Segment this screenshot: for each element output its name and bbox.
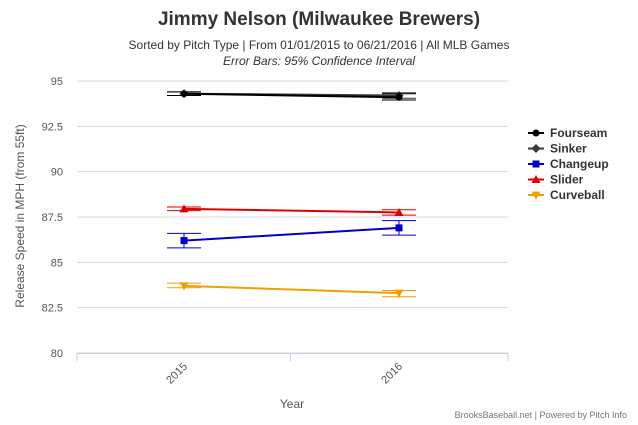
- series-point[interactable]: [180, 90, 188, 98]
- y-tick-label: 95: [51, 76, 63, 88]
- x-tick-label: 2015: [164, 361, 190, 387]
- series-line: [183, 207, 400, 214]
- series-point[interactable]: [179, 282, 189, 291]
- chart-title: Jimmy Nelson (Milwaukee Brewers): [158, 9, 480, 30]
- y-axis-title: Release Speed in MPH (from 55ft): [13, 124, 27, 307]
- series-line: [183, 226, 400, 242]
- series-point[interactable]: [394, 207, 404, 216]
- legend-label: Sinker: [550, 142, 587, 156]
- chart-subtitle: Sorted by Pitch Type | From 01/01/2015 t…: [129, 38, 510, 52]
- series-line: [183, 284, 400, 295]
- legend-marker[interactable]: [532, 129, 540, 137]
- series-point[interactable]: [395, 93, 403, 101]
- legend-marker[interactable]: [531, 175, 541, 183]
- legend-label: Curveball: [550, 188, 605, 202]
- legend-marker[interactable]: [532, 160, 540, 168]
- legend-item-changeup[interactable]: Changeup: [528, 157, 609, 171]
- credits-link[interactable]: BrooksBaseball.net | Powered by Pitch In…: [455, 410, 627, 420]
- series-point[interactable]: [179, 204, 189, 213]
- series-point[interactable]: [180, 237, 188, 245]
- legend-marker[interactable]: [531, 144, 541, 153]
- legend-label: Fourseam: [550, 126, 607, 140]
- chart-subtitle-error-bars: Error Bars: 95% Confidence Interval: [223, 54, 415, 68]
- x-axis-title: Year: [280, 397, 304, 411]
- series-point[interactable]: [395, 224, 403, 232]
- legend-label: Slider: [550, 173, 584, 187]
- series-curveball: [167, 282, 416, 298]
- plot-area: 80 82.5 85 87.5 90 92.5 95 2015 2016: [42, 76, 509, 387]
- y-tick-label: 87.5: [42, 212, 63, 224]
- legend-item-sinker[interactable]: Sinker: [528, 142, 587, 156]
- x-tick-label: 2016: [379, 361, 405, 387]
- y-tick-label: 82.5: [42, 303, 63, 315]
- y-tick-label: 90: [51, 167, 63, 179]
- legend-label: Changeup: [550, 157, 609, 171]
- y-tick-label: 92.5: [42, 121, 63, 133]
- legend-item-slider[interactable]: Slider: [528, 173, 584, 187]
- y-tick-label: 80: [51, 348, 63, 360]
- legend-item-curveball[interactable]: Curveball: [528, 188, 605, 202]
- series-line: [183, 92, 400, 99]
- y-tick-label: 85: [51, 257, 63, 269]
- series-fourseam: [167, 90, 416, 101]
- series-changeup: [167, 220, 416, 249]
- series-point[interactable]: [394, 289, 404, 298]
- series-slider: [167, 204, 416, 216]
- legend-item-fourseam[interactable]: Fourseam: [528, 126, 607, 140]
- legend-marker[interactable]: [531, 191, 541, 200]
